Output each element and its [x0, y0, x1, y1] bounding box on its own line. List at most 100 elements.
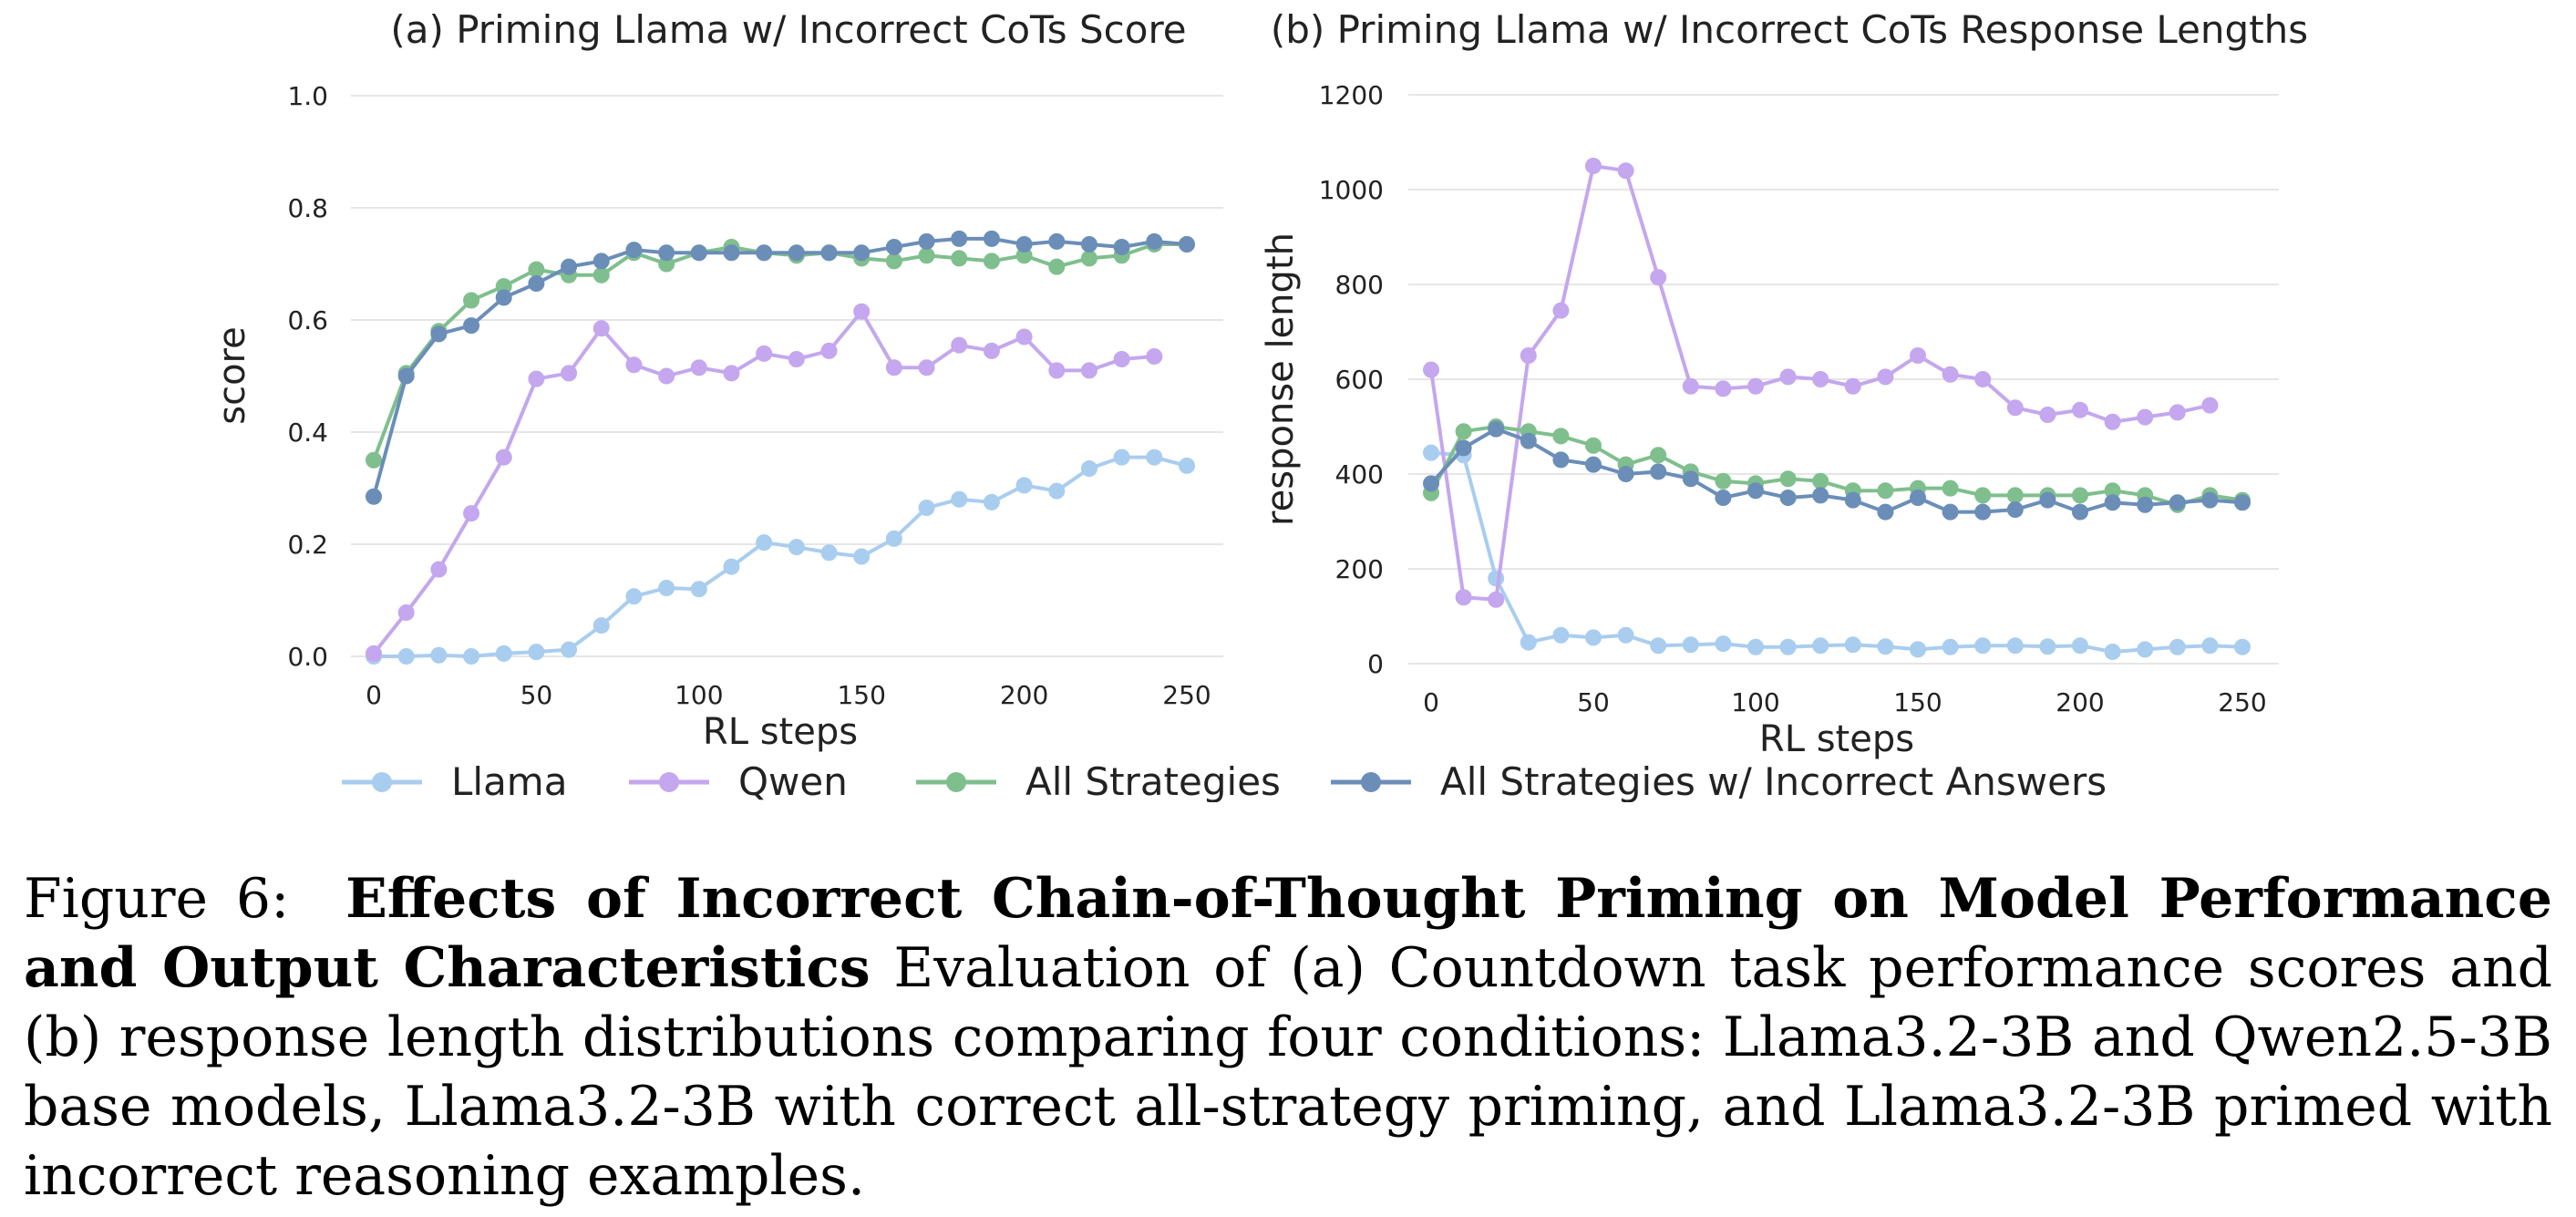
data-point	[1747, 482, 1764, 500]
data-point	[1146, 449, 1163, 466]
y-tick-label: 0.2	[287, 530, 328, 560]
data-point	[1455, 439, 1472, 457]
data-point	[2072, 401, 2088, 418]
data-point	[1048, 362, 1066, 379]
y-tick-label: 200	[1335, 554, 1384, 584]
data-point	[430, 561, 448, 578]
data-point	[2201, 397, 2219, 414]
data-point	[1179, 457, 1195, 474]
data-point	[756, 244, 773, 262]
data-point	[1682, 377, 1699, 395]
data-point	[1520, 347, 1537, 364]
data-point	[397, 604, 415, 622]
x-tick-label: 250	[1162, 680, 1211, 710]
data-point	[788, 351, 805, 368]
data-point	[1520, 634, 1537, 651]
legend-item-all-strategies: All Strategies	[916, 759, 1281, 802]
data-point	[1747, 377, 1764, 395]
data-point	[592, 617, 610, 634]
data-point	[788, 539, 805, 556]
data-point	[397, 648, 415, 665]
y-tick-label: 600	[1335, 365, 1384, 395]
series-line	[372, 242, 1187, 461]
data-point	[1942, 366, 1959, 383]
data-point	[366, 488, 382, 505]
legend-item-llama: Llama	[342, 759, 567, 802]
y-tick-label: 0	[1367, 649, 1384, 679]
data-point	[885, 253, 902, 270]
data-point	[2006, 501, 2024, 518]
x-tick-label: 0	[366, 680, 382, 710]
data-point	[1715, 635, 1732, 653]
data-point	[658, 244, 675, 262]
data-point	[495, 449, 512, 466]
data-point	[1552, 302, 1570, 319]
data-point	[1650, 463, 1667, 480]
caption-body: Evaluation of (a) Countdown task perform…	[24, 936, 2552, 1208]
data-point	[983, 230, 1000, 247]
data-point	[463, 648, 480, 665]
legend-label: All Strategies	[1025, 759, 1281, 802]
data-point	[625, 356, 643, 374]
data-point	[2072, 487, 2088, 504]
data-point	[951, 230, 968, 247]
data-point	[2072, 637, 2088, 655]
legend-label: All Strategies w/ Incorrect Answers	[1440, 759, 2107, 802]
data-point	[951, 250, 968, 267]
data-point	[918, 359, 935, 376]
data-point	[1910, 490, 1926, 506]
data-point	[1585, 158, 1602, 174]
data-point	[1942, 503, 1959, 521]
data-point	[1877, 368, 1894, 386]
data-point	[2137, 496, 2154, 513]
series-line	[372, 309, 1155, 655]
data-point	[495, 645, 512, 662]
data-point	[1488, 570, 1505, 587]
data-point	[1423, 475, 1439, 492]
data-point	[1844, 636, 1861, 654]
data-point	[2169, 404, 2186, 421]
data-point	[463, 505, 480, 522]
chart-panel-a: (a) Priming Llama w/ Incorrect CoTs Scor…	[211, 7, 1223, 753]
data-point	[756, 345, 773, 362]
series-llama	[1423, 444, 2251, 660]
data-point	[723, 244, 740, 262]
data-point	[658, 367, 675, 385]
y-axis-label: response length	[1260, 232, 1302, 526]
data-point	[1812, 371, 1829, 387]
series-qwen	[1423, 158, 2219, 608]
data-point	[366, 645, 382, 662]
series-all-strategies-w-incorrect-answers	[1423, 420, 2251, 521]
legend-marker	[372, 772, 392, 792]
x-tick-label: 100	[1731, 687, 1779, 717]
figure-canvas: (a) Priming Llama w/ Incorrect CoTs Scor…	[211, 7, 2308, 802]
caption-prefix: Figure 6:	[24, 867, 290, 931]
data-point	[918, 232, 935, 250]
x-tick-label: 100	[675, 680, 723, 710]
data-point	[2201, 637, 2219, 655]
data-point	[1455, 423, 1472, 440]
data-point	[1877, 503, 1894, 521]
data-point	[690, 359, 707, 376]
data-point	[2104, 413, 2121, 430]
data-point	[723, 558, 740, 575]
data-point	[1488, 420, 1505, 438]
data-point	[1650, 637, 1667, 655]
data-point	[1617, 162, 1634, 180]
data-point	[1650, 447, 1667, 464]
data-point	[592, 266, 610, 284]
data-point	[1812, 472, 1829, 490]
data-point	[592, 253, 610, 270]
data-point	[983, 493, 1000, 511]
data-point	[625, 588, 643, 605]
data-point	[561, 365, 578, 382]
data-point	[1974, 637, 1992, 655]
data-point	[2039, 638, 2056, 655]
data-point	[1974, 503, 1992, 521]
data-point	[690, 244, 707, 262]
data-point	[528, 261, 545, 278]
data-point	[1015, 328, 1033, 346]
data-point	[1942, 638, 1959, 655]
data-point	[2006, 637, 2024, 655]
data-point	[1048, 258, 1066, 275]
